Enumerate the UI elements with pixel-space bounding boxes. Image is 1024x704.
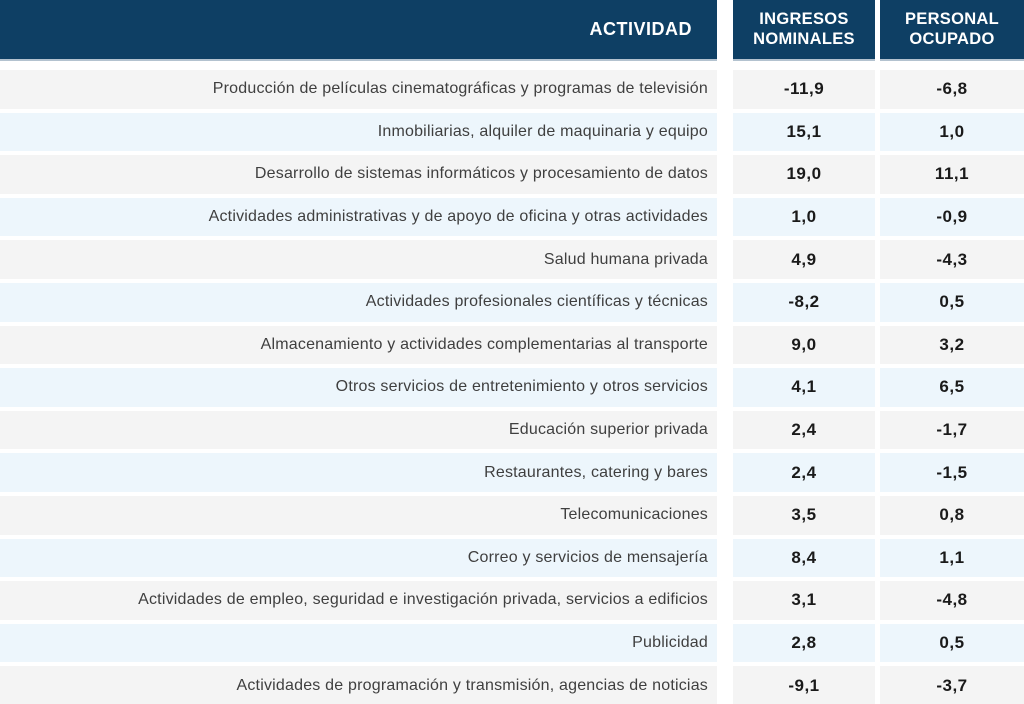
activity-cell: Restaurantes, catering y bares bbox=[0, 453, 717, 492]
personal-ocupado-value-cell: -1,5 bbox=[880, 453, 1024, 492]
activity-cell: Actividades de programación y transmisió… bbox=[0, 666, 717, 704]
personal-ocupado-value-cell: 11,1 bbox=[880, 155, 1024, 194]
personal-ocupado-value-cell: -3,7 bbox=[880, 666, 1024, 704]
activity-cell: Salud humana privada bbox=[0, 240, 717, 279]
activity-cell: Otros servicios de entretenimiento y otr… bbox=[0, 368, 717, 407]
activity-cell: Actividades profesionales científicas y … bbox=[0, 282, 717, 322]
ingresos-nominales-value-cell: 3,1 bbox=[733, 581, 875, 620]
ingresos-nominales-value-cell: 1,0 bbox=[733, 197, 875, 237]
personal-ocupado-value-cell: -6,8 bbox=[880, 70, 1024, 109]
personal-ocupado-value-cell: 1,1 bbox=[880, 538, 1024, 578]
ingresos-nominales-value-cell: 15,1 bbox=[733, 112, 875, 152]
personal-ocupado-value-cell: -1,7 bbox=[880, 410, 1024, 450]
table-row: Actividades profesionales científicas y … bbox=[0, 282, 1024, 322]
ingresos-nominales-value-cell: 19,0 bbox=[733, 155, 875, 194]
activity-cell: Telecomunicaciones bbox=[0, 495, 717, 535]
personal-ocupado-value-cell: 0,8 bbox=[880, 495, 1024, 535]
table-row: Inmobiliarias, alquiler de maquinaria y … bbox=[0, 112, 1024, 152]
personal-ocupado-value-cell: -4,8 bbox=[880, 581, 1024, 620]
column-header-ingresos-nominales: INGRESOS NOMINALES bbox=[733, 0, 875, 61]
activity-cell: Producción de películas cinematográficas… bbox=[0, 70, 717, 109]
table-row: Otros servicios de entretenimiento y otr… bbox=[0, 368, 1024, 407]
table-row: Actividades de empleo, seguridad e inves… bbox=[0, 581, 1024, 620]
activity-cell: Actividades administrativas y de apoyo d… bbox=[0, 197, 717, 237]
personal-ocupado-value-cell: 6,5 bbox=[880, 368, 1024, 407]
activity-cell: Educación superior privada bbox=[0, 410, 717, 450]
table-row: Actividades de programación y transmisió… bbox=[0, 666, 1024, 704]
activity-cell: Actividades de empleo, seguridad e inves… bbox=[0, 581, 717, 620]
ingresos-nominales-value-cell: 2,4 bbox=[733, 410, 875, 450]
table-row: Telecomunicaciones 3,5 0,8 bbox=[0, 495, 1024, 535]
personal-ocupado-value-cell: -0,9 bbox=[880, 197, 1024, 237]
table-row: Almacenamiento y actividades complementa… bbox=[0, 325, 1024, 365]
table-row: Actividades administrativas y de apoyo d… bbox=[0, 197, 1024, 237]
ingresos-nominales-value-cell: 4,9 bbox=[733, 240, 875, 279]
ingresos-nominales-value-cell: -9,1 bbox=[733, 666, 875, 704]
activity-cell: Desarrollo de sistemas informáticos y pr… bbox=[0, 155, 717, 194]
personal-ocupado-value-cell: 1,0 bbox=[880, 112, 1024, 152]
table-header-row: ACTIVIDAD INGRESOS NOMINALES PERSONAL OC… bbox=[0, 0, 1024, 61]
activity-cell: Inmobiliarias, alquiler de maquinaria y … bbox=[0, 112, 717, 152]
ingresos-nominales-value-cell: 8,4 bbox=[733, 538, 875, 578]
activity-cell: Correo y servicios de mensajería bbox=[0, 538, 717, 578]
table-row: Correo y servicios de mensajería 8,4 1,1 bbox=[0, 538, 1024, 578]
personal-ocupado-value-cell: -4,3 bbox=[880, 240, 1024, 279]
table-row: Publicidad 2,8 0,5 bbox=[0, 623, 1024, 663]
table-row: Restaurantes, catering y bares 2,4 -1,5 bbox=[0, 453, 1024, 492]
column-header-actividad: ACTIVIDAD bbox=[0, 0, 717, 61]
table-row: Producción de películas cinematográficas… bbox=[0, 70, 1024, 109]
personal-ocupado-value-cell: 0,5 bbox=[880, 282, 1024, 322]
table-row: Desarrollo de sistemas informáticos y pr… bbox=[0, 155, 1024, 194]
ingresos-nominales-value-cell: -11,9 bbox=[733, 70, 875, 109]
ingresos-nominales-value-cell: 3,5 bbox=[733, 495, 875, 535]
table-body: Producción de películas cinematográficas… bbox=[0, 70, 1024, 704]
table-row: Educación superior privada 2,4 -1,7 bbox=[0, 410, 1024, 450]
personal-ocupado-value-cell: 0,5 bbox=[880, 623, 1024, 663]
ingresos-nominales-value-cell: 2,8 bbox=[733, 623, 875, 663]
ingresos-nominales-value-cell: -8,2 bbox=[733, 282, 875, 322]
ingresos-nominales-value-cell: 4,1 bbox=[733, 368, 875, 407]
table-row: Salud humana privada 4,9 -4,3 bbox=[0, 240, 1024, 279]
personal-ocupado-value-cell: 3,2 bbox=[880, 325, 1024, 365]
ingresos-nominales-value-cell: 2,4 bbox=[733, 453, 875, 492]
column-header-personal-ocupado: PERSONAL OCUPADO bbox=[880, 0, 1024, 61]
activity-cell: Almacenamiento y actividades complementa… bbox=[0, 325, 717, 365]
activity-cell: Publicidad bbox=[0, 623, 717, 663]
ingresos-nominales-value-cell: 9,0 bbox=[733, 325, 875, 365]
